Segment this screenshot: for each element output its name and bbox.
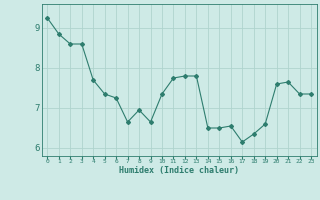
X-axis label: Humidex (Indice chaleur): Humidex (Indice chaleur)	[119, 166, 239, 175]
